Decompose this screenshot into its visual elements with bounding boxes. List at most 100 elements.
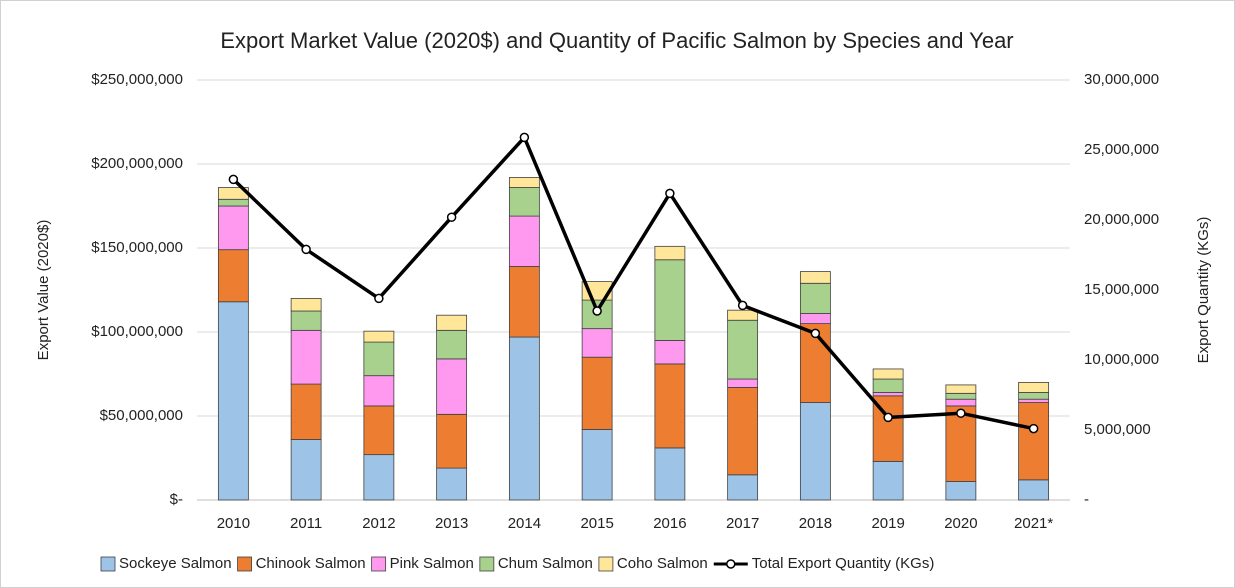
- line-marker: [446, 212, 457, 222]
- bar-segment: [654, 339, 686, 365]
- line-marker: [228, 174, 239, 185]
- line-marker: [519, 132, 530, 143]
- bar-segment: [363, 454, 395, 501]
- legend-marker: [726, 559, 736, 569]
- bar-segment: [727, 319, 759, 380]
- legend-swatch: [598, 556, 614, 572]
- bar-segment: [945, 384, 977, 394]
- bar-segment: [945, 392, 977, 400]
- legend-label: Total Export Quantity (KGs): [752, 555, 935, 572]
- y-tick-label: $-: [170, 491, 183, 508]
- x-tick-label: 2017: [726, 515, 759, 532]
- bar-segment: [1018, 381, 1050, 393]
- y2-axis-label: Export Quantity (KGs): [1195, 217, 1212, 364]
- bar-segment: [363, 375, 395, 407]
- y-axis-label: Export Value (2020$): [35, 220, 52, 361]
- legend-swatch: [479, 556, 495, 572]
- bar-segment: [436, 329, 468, 360]
- x-tick-label: 2019: [871, 515, 904, 532]
- x-tick-label: 2011: [290, 515, 322, 532]
- line-marker: [592, 306, 602, 316]
- legend-label: Sockeye Salmon: [119, 555, 232, 572]
- legend-label: Chum Salmon: [498, 555, 593, 572]
- x-tick-label: 2013: [435, 515, 468, 532]
- bar-segment: [799, 313, 831, 324]
- x-tick-label: 2012: [362, 515, 395, 532]
- legend-label: Chinook Salmon: [256, 555, 366, 572]
- bar-segment: [508, 187, 540, 217]
- y2-tick-label: 30,000,000: [1084, 71, 1159, 88]
- bar-segment: [654, 363, 686, 449]
- bar-segment: [290, 383, 322, 440]
- y2-tick-label: 15,000,000: [1084, 281, 1159, 298]
- bar-segment: [654, 259, 686, 341]
- bar-segment: [1018, 398, 1050, 403]
- bar-segment: [436, 413, 468, 469]
- line-marker: [665, 188, 675, 199]
- bar-segment: [508, 215, 540, 267]
- bar-segment: [799, 402, 831, 501]
- bar-segment: [581, 328, 613, 358]
- bar-segment: [799, 271, 831, 284]
- bar-segment: [727, 387, 759, 476]
- bar-segment: [290, 310, 322, 331]
- y2-tick-label: -: [1084, 491, 1089, 508]
- legend-label: Coho Salmon: [617, 555, 708, 572]
- x-tick-label: 2015: [580, 515, 613, 532]
- bar-segment: [436, 358, 468, 415]
- y-tick-label: $50,000,000: [100, 407, 183, 424]
- x-tick-label: 2010: [217, 515, 250, 532]
- bar-segment: [436, 467, 468, 501]
- x-tick-label: 2018: [799, 515, 832, 532]
- line-marker: [737, 300, 748, 311]
- legend-swatch: [371, 556, 387, 572]
- bar-segment: [872, 368, 904, 380]
- bar-segment: [436, 314, 468, 331]
- x-tick-label: 2014: [508, 515, 541, 532]
- line-marker: [301, 244, 311, 255]
- line-marker: [1028, 423, 1039, 434]
- bar-segment: [290, 329, 322, 385]
- line-marker: [956, 408, 966, 418]
- bar-segment: [217, 249, 249, 303]
- bar-segment: [872, 378, 904, 393]
- bar-segment: [217, 301, 249, 501]
- x-tick-label: 2021*: [1014, 515, 1053, 532]
- bar-segment: [872, 392, 904, 397]
- bar-segment: [945, 481, 977, 501]
- y2-tick-label: 5,000,000: [1084, 421, 1151, 438]
- bar-segment: [872, 460, 904, 501]
- y2-tick-label: 25,000,000: [1084, 141, 1159, 158]
- y-tick-label: $150,000,000: [91, 239, 183, 256]
- bar-segment: [508, 177, 540, 188]
- bar-segment: [581, 356, 613, 430]
- x-tick-label: 2020: [944, 515, 977, 532]
- y-tick-label: $250,000,000: [91, 71, 183, 88]
- bar-segment: [799, 282, 831, 314]
- bar-segment: [581, 429, 613, 501]
- y2-tick-label: 20,000,000: [1084, 211, 1159, 228]
- bar-segment: [363, 330, 395, 343]
- bar-segment: [363, 341, 395, 377]
- legend-swatch: [100, 556, 116, 572]
- bar-segment: [1018, 402, 1050, 481]
- bar-segment: [654, 245, 686, 261]
- bar-segment: [945, 405, 977, 482]
- bar-segment: [290, 439, 322, 501]
- bar-segment: [654, 447, 686, 501]
- bar-segment: [1018, 392, 1050, 400]
- y-tick-label: $200,000,000: [91, 155, 183, 172]
- bar-segment: [290, 297, 322, 312]
- bar-segment: [945, 398, 977, 407]
- bar-segment: [217, 198, 249, 207]
- line-marker: [883, 412, 893, 423]
- bar-segment: [508, 266, 540, 338]
- line: [232, 134, 1034, 431]
- chart-title: Export Market Value (2020$) and Quantity…: [220, 28, 1013, 53]
- x-tick-label: 2016: [653, 515, 686, 532]
- bar-segment: [1018, 479, 1050, 501]
- line-marker: [810, 328, 821, 339]
- legend-swatch: [237, 556, 252, 572]
